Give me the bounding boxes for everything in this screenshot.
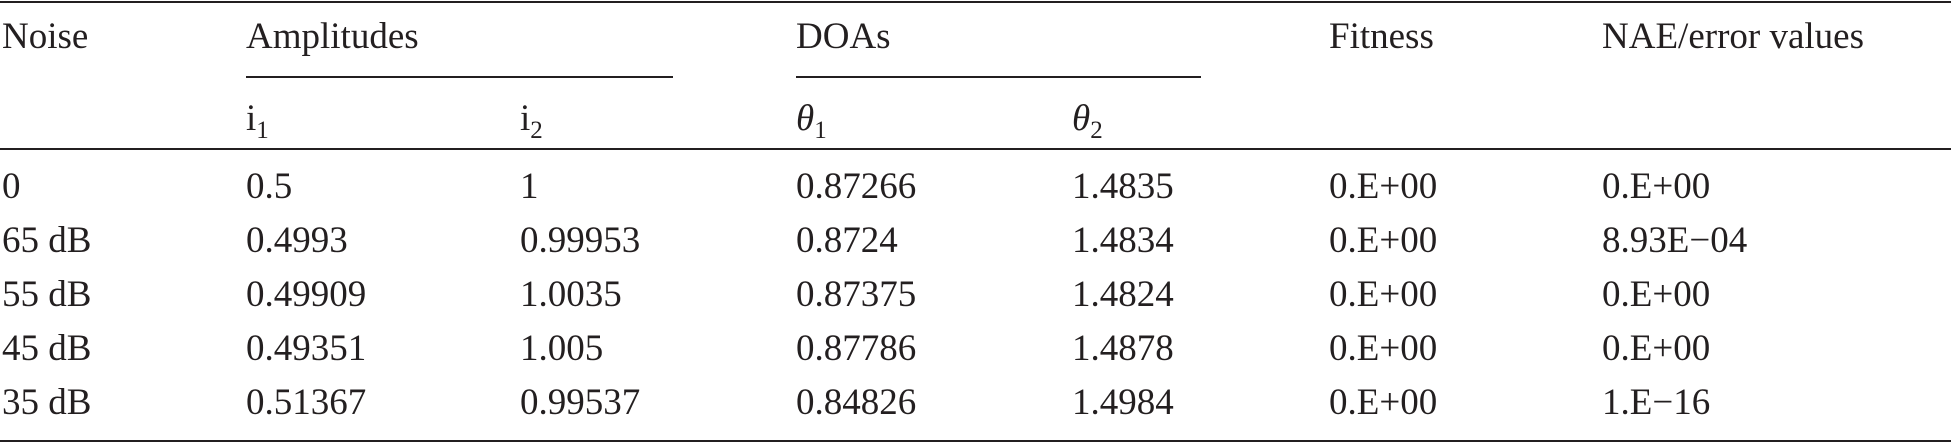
group-rule	[796, 76, 1201, 78]
table-cell: 0.E+00	[1329, 274, 1438, 315]
table-cell: 65 dB	[2, 220, 92, 261]
table-cell: 0.E+00	[1602, 166, 1711, 207]
subheader-symbol: θ	[796, 98, 815, 139]
column-header: Noise	[2, 16, 89, 57]
table-cell: 8.93E−04	[1602, 220, 1748, 261]
table-cell: 0.87375	[796, 274, 917, 315]
table-cell: 0.8724	[796, 220, 898, 261]
table-cell: 0.99953	[520, 220, 641, 261]
header-rule	[0, 148, 1951, 150]
subheader-index: 2	[1090, 117, 1103, 144]
table-cell: 1.0035	[520, 274, 622, 315]
column-subheader: θ2	[1072, 99, 1103, 151]
table-cell: 0.99537	[520, 382, 641, 423]
subheader-index: 1	[814, 117, 827, 144]
table-cell: 45 dB	[2, 328, 92, 369]
column-header: NAE/error values	[1602, 16, 1864, 57]
table-cell: 0.E+00	[1329, 166, 1438, 207]
table-cell: 1.4984	[1072, 382, 1174, 423]
table-cell: 1.4835	[1072, 166, 1174, 207]
table-cell: 0.E+00	[1602, 274, 1711, 315]
table-cell: 0.E+00	[1329, 328, 1438, 369]
table-cell: 0.5	[246, 166, 293, 207]
table-cell: 1.4824	[1072, 274, 1174, 315]
table-cell: 0.84826	[796, 382, 917, 423]
column-subheader: i2	[520, 99, 543, 151]
column-header: Amplitudes	[246, 16, 419, 57]
table-cell: 0	[2, 166, 21, 207]
table-cell: 35 dB	[2, 382, 92, 423]
table-cell: 0.51367	[246, 382, 367, 423]
table-cell: 55 dB	[2, 274, 92, 315]
table-cell: 0.49351	[246, 328, 367, 369]
subheader-symbol: i	[520, 98, 531, 139]
column-subheader: i1	[246, 99, 269, 151]
table-cell: 0.E+00	[1329, 382, 1438, 423]
table-cell: 1.E−16	[1602, 382, 1711, 423]
bottom-rule	[0, 440, 1951, 442]
table-cell: 1.4834	[1072, 220, 1174, 261]
table-cell: 0.87786	[796, 328, 917, 369]
table-cell: 1.4878	[1072, 328, 1174, 369]
column-header: Fitness	[1329, 16, 1434, 57]
top-rule	[0, 1, 1951, 3]
subheader-index: 1	[256, 117, 269, 144]
group-rule	[246, 76, 673, 78]
subheader-index: 2	[530, 117, 543, 144]
column-header: DOAs	[796, 16, 891, 57]
table-cell: 1.005	[520, 328, 604, 369]
column-subheader: θ1	[796, 99, 827, 151]
table-cell: 0.E+00	[1329, 220, 1438, 261]
table-cell: 0.E+00	[1602, 328, 1711, 369]
table-cell: 0.4993	[246, 220, 348, 261]
subheader-symbol: i	[246, 98, 257, 139]
table-cell: 0.87266	[796, 166, 917, 207]
table-cell: 0.49909	[246, 274, 367, 315]
table-cell: 1	[520, 166, 539, 207]
subheader-symbol: θ	[1072, 98, 1091, 139]
